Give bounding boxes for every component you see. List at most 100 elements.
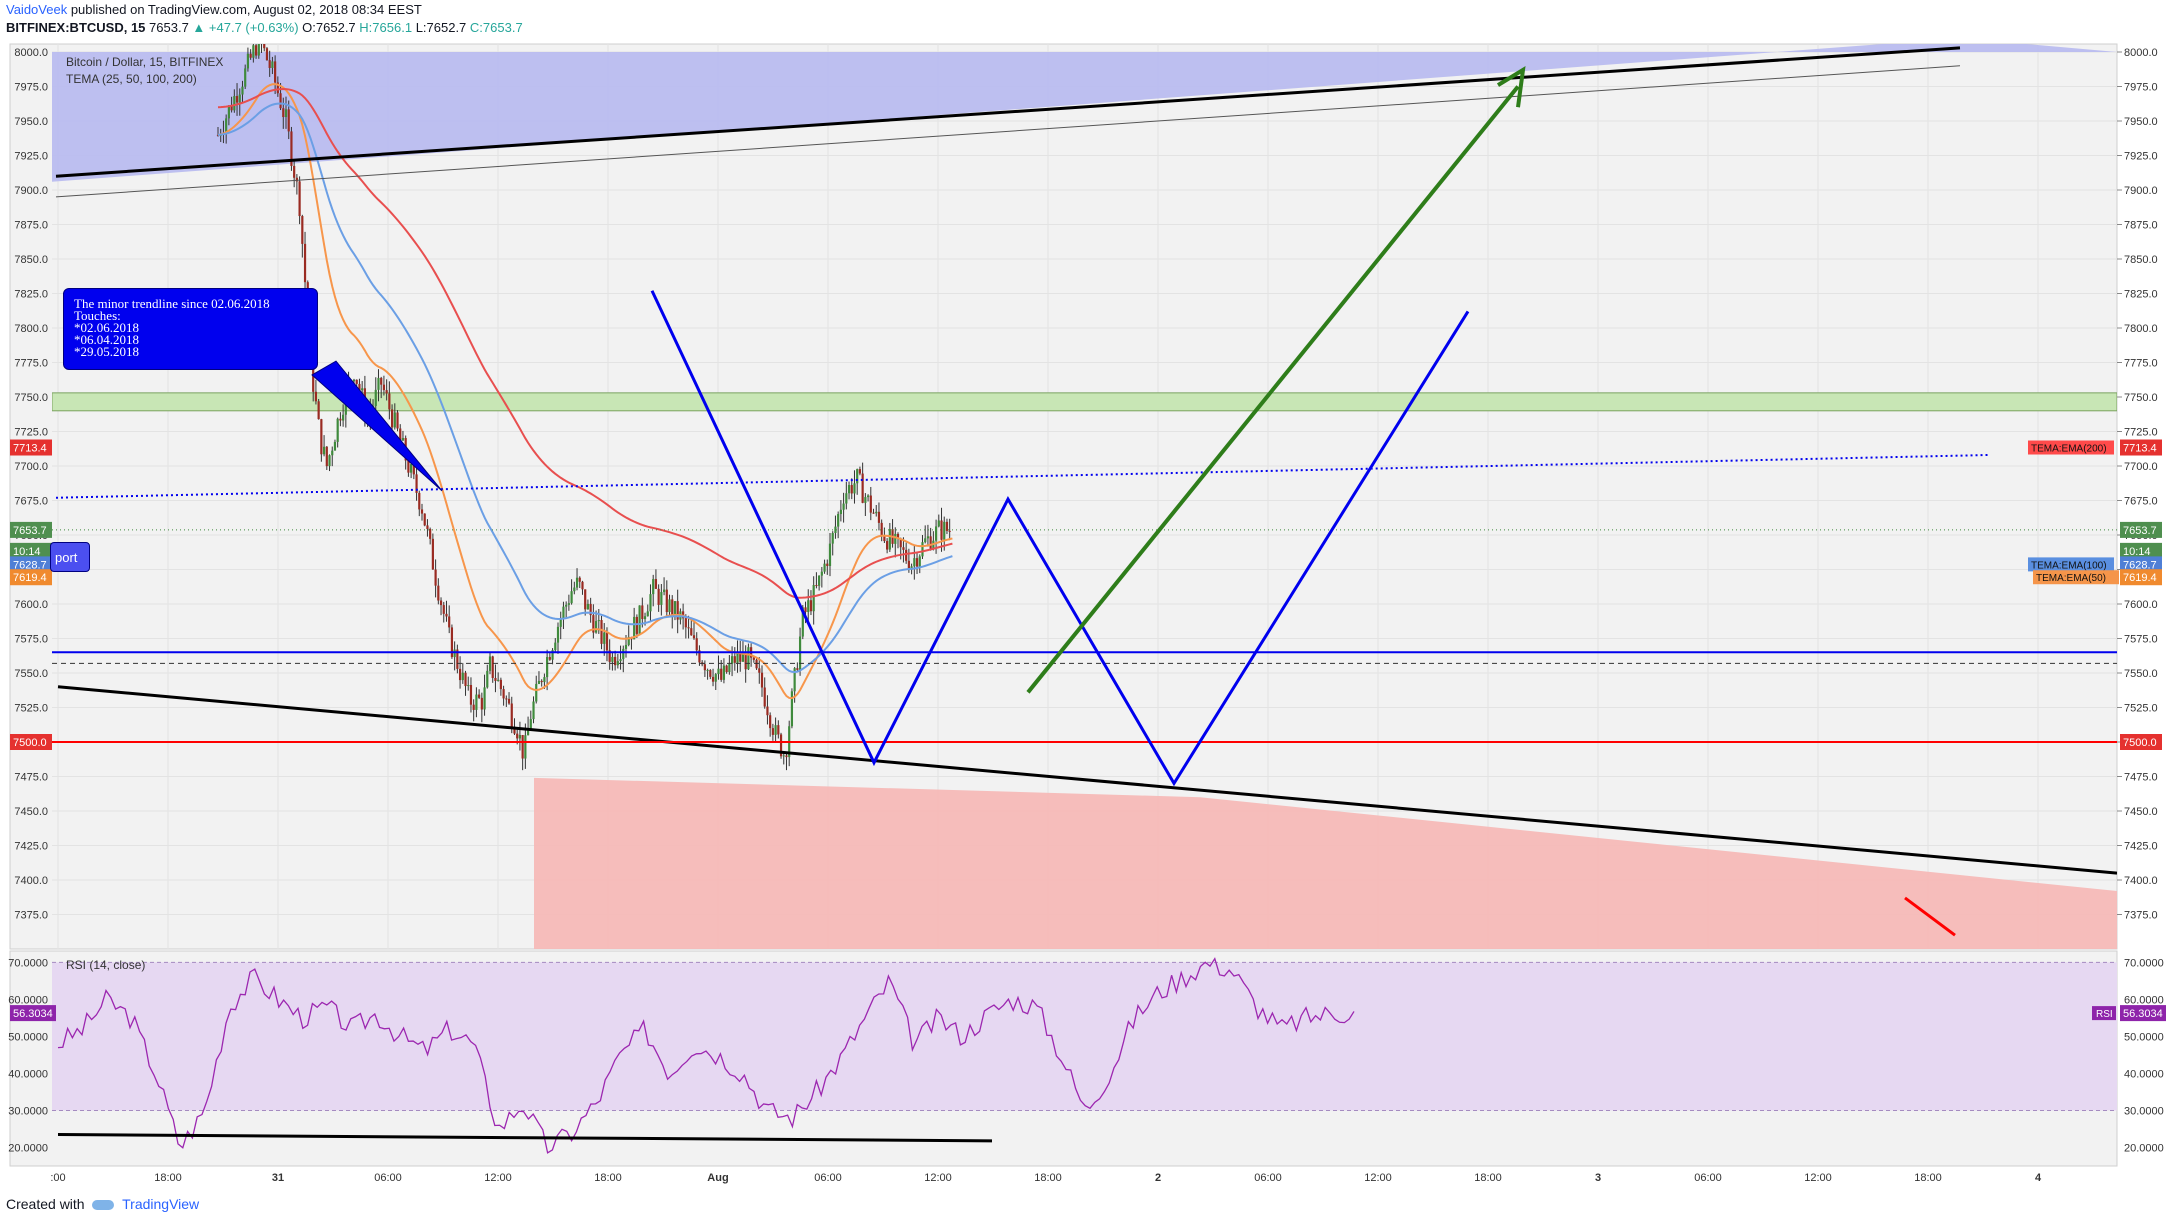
candle-body [622, 648, 625, 660]
candle-body [804, 607, 807, 613]
price-plot [52, 44, 2117, 949]
candle-body [295, 177, 298, 182]
y-tick-label: 7550.0 [2124, 668, 2158, 680]
y-tick-label-left: 7900.0 [14, 185, 48, 197]
candle-body [388, 393, 391, 410]
candle-body [565, 604, 568, 607]
countdown-tag-bg [2120, 542, 2162, 559]
ema200-line [217, 88, 953, 599]
y-tick-label: 7825.0 [2124, 289, 2158, 301]
candle-body [252, 45, 255, 58]
y-tick-label: 7600.0 [2124, 599, 2158, 611]
candle-body [614, 656, 617, 666]
y-tick-label-left: 7825.0 [14, 289, 48, 301]
candle-body [497, 679, 500, 681]
annotation-line: *29.05.2018 [74, 344, 139, 359]
author-link[interactable]: VaidoVeek [6, 2, 68, 17]
candle-body [505, 698, 508, 700]
rising-wedge-zone [52, 44, 2117, 182]
candle-body [722, 665, 726, 680]
candle-body [227, 106, 230, 119]
y-tick-label-left: 7450.0 [14, 806, 48, 818]
symbol-label: BITFINEX:BTCUSD, 15 [6, 20, 146, 35]
y-tick-label: 7725.0 [2124, 427, 2158, 439]
ema50-name-tag: TEMA:EMA(50) [2036, 573, 2106, 584]
support-callout[interactable]: port [50, 542, 90, 572]
candle-body [619, 659, 622, 662]
annotation-line: *06.04.2018 [74, 332, 139, 347]
annotation-callout[interactable]: The minor trendline since 02.06.2018 Tou… [63, 288, 318, 370]
candle-body [516, 733, 519, 739]
bearish-target-zone [534, 777, 2117, 949]
candle-body [714, 674, 717, 682]
candle-body [287, 109, 290, 132]
candle-body [303, 243, 307, 283]
candle-body [233, 96, 236, 111]
tradingview-brand[interactable]: TradingView [122, 1196, 200, 1212]
candle-body [524, 735, 527, 759]
candle-body [728, 664, 731, 673]
candle-body [554, 642, 557, 651]
candle-body [314, 391, 318, 402]
candle-body [758, 668, 761, 673]
x-tick-label: 4 [2035, 1172, 2042, 1184]
candle-body [513, 726, 516, 734]
candle-body [328, 455, 331, 467]
y-tick-label: 7575.0 [2124, 634, 2158, 646]
candle-body [717, 668, 720, 675]
candle-body [858, 469, 862, 474]
x-tick-label: 12:00 [924, 1172, 952, 1184]
countdown-tag: 10:14 [2123, 546, 2151, 558]
footer: Created with TradingView [6, 1196, 199, 1212]
candle-body [298, 181, 301, 217]
candle-body [584, 589, 587, 610]
x-tick-label: 18:00 [1914, 1172, 1942, 1184]
candle-body [361, 388, 364, 391]
candle-body [934, 526, 938, 541]
red-arrow [1904, 896, 1956, 937]
x-tick-label: 12:00 [484, 1172, 512, 1184]
candle-body [445, 613, 448, 617]
candle-body [730, 656, 734, 665]
candle-body [866, 495, 870, 498]
candle-body [263, 44, 266, 49]
candle-body [937, 520, 940, 527]
y-tick-label-left: 7775.0 [14, 358, 48, 370]
candle-body [415, 474, 418, 493]
candle-body [733, 656, 736, 663]
candle-body [820, 571, 823, 576]
last-price-tag-left: 7653.7 [13, 525, 47, 537]
callout-pointer [311, 360, 443, 492]
candle-body [575, 577, 579, 588]
candle-body [839, 509, 842, 515]
candle-body [633, 616, 636, 640]
y-tick-label: 7475.0 [2124, 772, 2158, 784]
ema50-price-tag-left-bg [10, 569, 52, 586]
rsi-value-tag-left: 56.3034 [13, 1008, 53, 1020]
rsi-legend: RSI (14, close) [66, 958, 146, 972]
candle-body [706, 670, 709, 672]
candle-body [657, 588, 660, 605]
candle-body [589, 603, 592, 616]
candle-body [317, 401, 320, 420]
annotation-line: Touches: [74, 308, 121, 323]
candle-body [467, 684, 470, 687]
ema100-price-tag-left: 7628.7 [13, 559, 47, 571]
candle-body [464, 672, 467, 687]
y-tick-label-left: 7975.0 [14, 82, 48, 94]
y-tick-label-left: 7600.0 [14, 599, 48, 611]
candle-body [779, 734, 783, 757]
x-tick-label: 18:00 [594, 1172, 622, 1184]
candle-body [526, 729, 530, 736]
y-tick-label-left: 7675.0 [14, 496, 48, 508]
ema200-price-tag: 7713.4 [2123, 443, 2157, 455]
candle-body [785, 755, 788, 758]
candle-body [393, 412, 396, 428]
y-tick-label-left: 7425.0 [14, 841, 48, 853]
y-tick-label-left: 7925.0 [14, 151, 48, 163]
ema100-name-tag: TEMA:EMA(100) [2031, 560, 2107, 571]
tradingview-logo-icon [92, 1200, 115, 1211]
rsi-tick-label: 20.0000 [2124, 1142, 2164, 1154]
chart-legend: Bitcoin / Dollar, 15, BITFINEX TEMA (25,… [66, 54, 223, 88]
